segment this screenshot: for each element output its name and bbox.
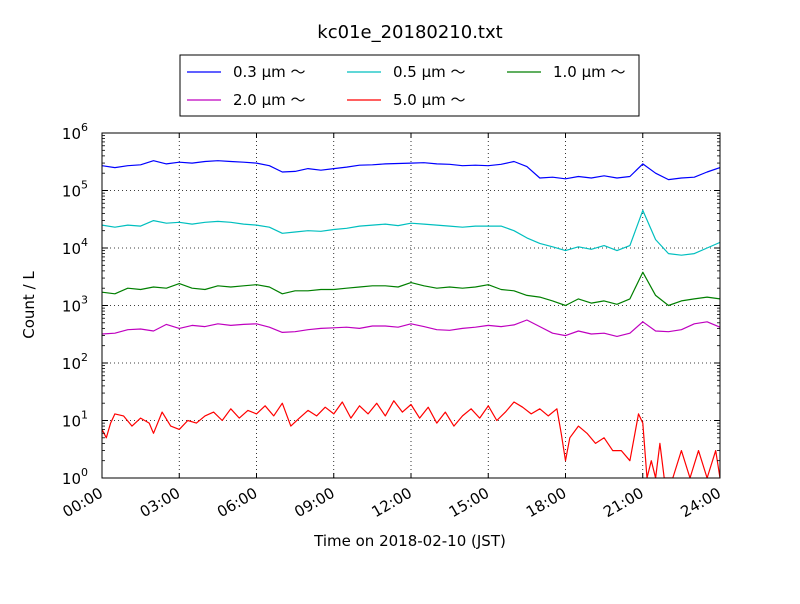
series-group <box>102 160 720 478</box>
legend-label-4: 2.0 μm ～ <box>233 91 306 109</box>
series-line-2 <box>102 209 720 256</box>
legend-label-2: 0.5 μm ～ <box>393 63 466 81</box>
chart-title: kc01e_20180210.txt <box>317 22 502 43</box>
legend-label-3: 1.0 μm ～ <box>553 63 626 81</box>
legend-label-1: 0.3 μm ～ <box>233 63 306 81</box>
axis-ticks <box>101 132 721 479</box>
series-line-5 <box>102 400 720 478</box>
series-line-3 <box>102 271 720 307</box>
y-axis-label: Count / L <box>20 271 38 339</box>
legend-label-5: 5.0 μm ～ <box>393 91 466 109</box>
legend-box <box>179 54 640 117</box>
x-axis-label: Time on 2018-02-10 (JST) <box>313 532 506 550</box>
series-line-1 <box>102 160 720 181</box>
series-line-4 <box>102 319 720 337</box>
grid <box>102 133 720 478</box>
legend: 0.3 μm ～ 0.5 μm ～ 1.0 μm ～ 2.0 μm ～ 5.0 μm ～ <box>179 54 640 117</box>
